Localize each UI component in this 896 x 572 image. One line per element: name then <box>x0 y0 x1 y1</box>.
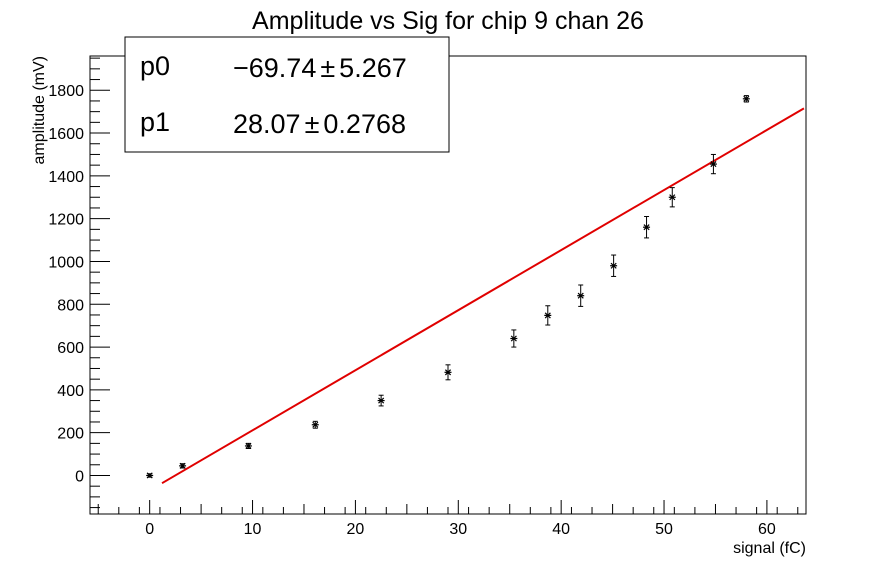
stat-p1-error: 0.2768 <box>323 109 406 139</box>
y-tick-label: 400 <box>57 383 84 400</box>
marker-stroke <box>577 292 584 299</box>
data-point <box>668 187 676 208</box>
marker-stroke <box>146 472 153 479</box>
data-point <box>742 95 750 103</box>
marker-stroke <box>610 262 617 269</box>
x-tick-label: 50 <box>655 521 673 538</box>
marker-stroke <box>312 421 319 428</box>
data-point <box>577 284 585 307</box>
marker-stroke <box>544 312 551 319</box>
x-tick-label: 40 <box>552 521 570 538</box>
data-point <box>643 216 651 239</box>
marker-stroke <box>669 194 676 201</box>
y-axis-label: amplitude (mV) <box>31 56 48 164</box>
stat-p1-pm-symbol: ± <box>305 109 320 139</box>
stat-p0-name: p0 <box>140 51 170 81</box>
data-point <box>544 305 552 326</box>
fit-line-layer <box>161 107 805 485</box>
marker-stroke <box>378 397 385 404</box>
y-tick-label: 1000 <box>48 254 84 271</box>
x-tick-label: 60 <box>758 521 776 538</box>
y-tick-label: 0 <box>75 468 84 485</box>
data-point <box>311 420 319 429</box>
x-tick-label: 10 <box>244 521 262 538</box>
fit-line <box>161 107 805 485</box>
y-tick-label: 800 <box>57 297 84 314</box>
data-point <box>610 254 618 277</box>
y-tick-label: 200 <box>57 426 84 443</box>
data-points-layer <box>146 95 750 479</box>
x-axis-label: signal (fC) <box>733 540 806 557</box>
data-point <box>377 394 385 407</box>
marker-stroke <box>245 442 252 449</box>
stat-p1-value-number: 28.07 <box>233 109 301 139</box>
stat-p0-value: −69.74 ±5.267 <box>233 53 407 83</box>
fit-stats-box: p0 −69.74 ±5.267 p1 28.07 ±0.2768 <box>124 36 450 153</box>
y-tick-label: 1200 <box>48 212 84 229</box>
y-axis: 0 200 400 600 800 1000 1200 1400 1600 1800 <box>48 57 110 509</box>
chart-title: Amplitude vs Sig for chip 9 chan 26 <box>252 7 644 35</box>
y-tick-label: 600 <box>57 340 84 357</box>
x-tick-label: 0 <box>145 521 154 538</box>
stat-p0-value-number: −69.74 <box>233 53 316 83</box>
marker-stroke <box>179 462 186 469</box>
stat-p0-pm-symbol: ± <box>320 53 335 83</box>
stat-p1-name: p1 <box>140 107 170 137</box>
stat-p0-error: 5.267 <box>339 53 407 83</box>
x-tick-label: 20 <box>347 521 365 538</box>
data-point <box>179 462 187 469</box>
y-tick-label: 1400 <box>48 169 84 186</box>
data-point <box>709 153 717 175</box>
x-axis: 0 10 20 30 40 50 60 <box>97 500 799 538</box>
data-point <box>510 329 518 348</box>
y-tick-label: 1800 <box>48 83 84 100</box>
marker-stroke <box>444 369 452 376</box>
marker-stroke <box>743 95 750 102</box>
x-tick-label: 30 <box>449 521 467 538</box>
stat-p1-value: 28.07 ±0.2768 <box>233 109 406 139</box>
stats-box-frame <box>124 36 450 153</box>
data-point <box>244 442 252 450</box>
marker-stroke <box>710 161 717 168</box>
data-point <box>444 364 452 381</box>
data-point <box>146 472 154 479</box>
marker-stroke <box>643 224 650 231</box>
marker-stroke <box>510 335 517 342</box>
y-tick-label: 1600 <box>48 126 84 143</box>
